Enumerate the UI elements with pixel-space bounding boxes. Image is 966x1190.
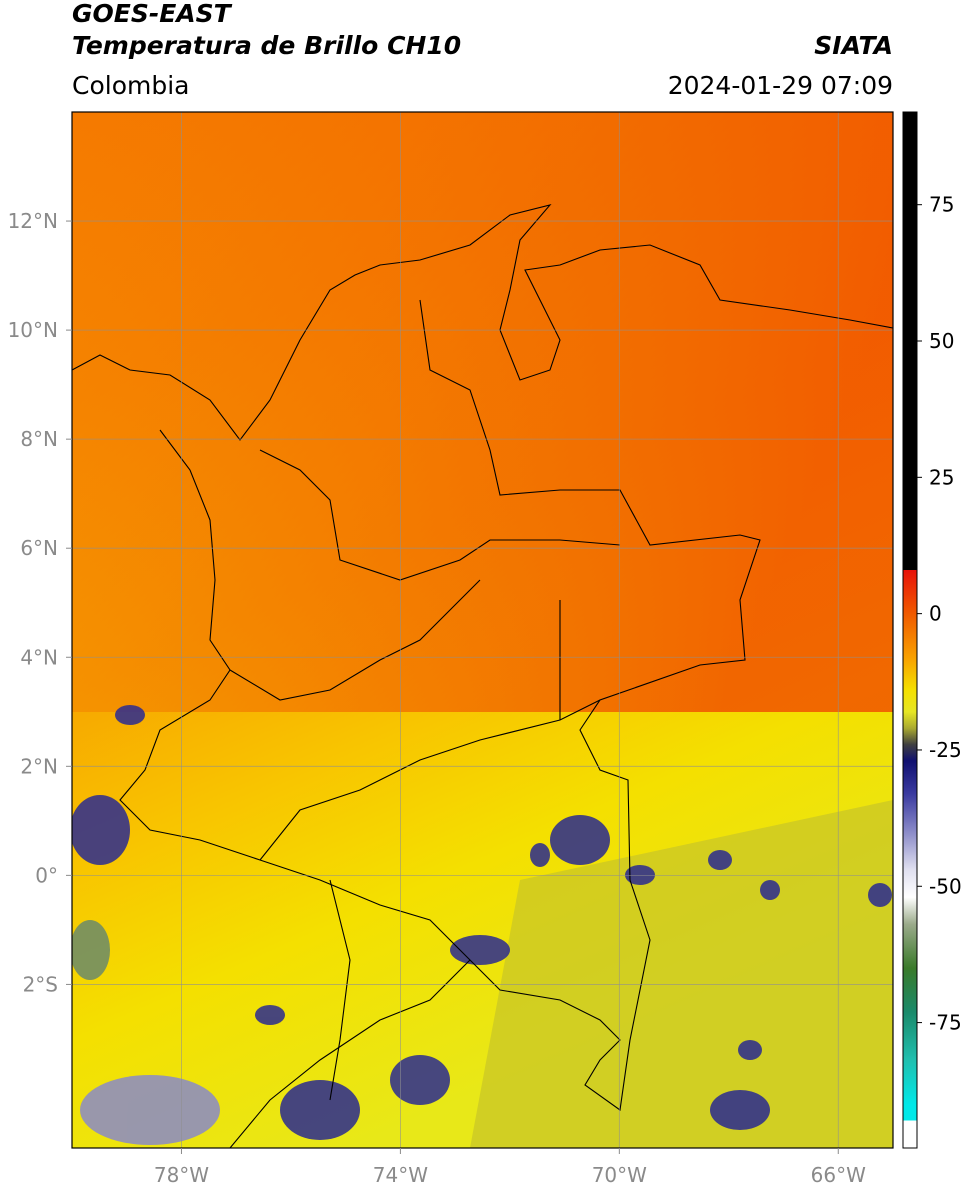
map-frame bbox=[71, 111, 894, 1149]
field-warm bbox=[72, 112, 893, 712]
x-tick-label: 78°W bbox=[154, 1163, 209, 1187]
y-tick-label: 10°N bbox=[8, 318, 58, 342]
colorbar-tick-label: 75 bbox=[929, 193, 954, 217]
colorbar-tick-label: 25 bbox=[929, 465, 954, 489]
y-tick-label: 2°S bbox=[23, 972, 58, 996]
colorbar-tick-label: -25 bbox=[929, 738, 962, 762]
datetime: 2024-01-29 07:09 bbox=[668, 71, 893, 100]
colorbar-tick-label: -75 bbox=[929, 1011, 962, 1035]
cloud-cells bbox=[72, 705, 892, 1145]
region: Colombia bbox=[72, 71, 189, 100]
satellite-field bbox=[72, 112, 893, 1148]
x-tick-label: 74°W bbox=[373, 1163, 428, 1187]
y-tick-label: 0° bbox=[35, 863, 58, 887]
field-cool bbox=[470, 800, 893, 1148]
y-tick-label: 12°N bbox=[8, 209, 58, 233]
x-tick-label: 70°W bbox=[592, 1163, 647, 1187]
grid bbox=[72, 112, 893, 1148]
source: SIATA bbox=[814, 31, 893, 60]
y-tick-label: 6°N bbox=[20, 536, 58, 560]
subtitle: Temperatura de Brillo CH10 bbox=[72, 31, 461, 60]
colorbar bbox=[902, 111, 918, 1149]
colorbar-tick-label: -50 bbox=[929, 874, 962, 898]
colorbar-tick-label: 50 bbox=[929, 329, 954, 353]
title: GOES-EAST bbox=[72, 0, 233, 28]
y-tick-label: 2°N bbox=[20, 754, 58, 778]
x-tick-label: 66°W bbox=[811, 1163, 866, 1187]
y-tick-label: 4°N bbox=[20, 645, 58, 669]
y-tick-label: 8°N bbox=[20, 427, 58, 451]
colorbar-tick-label: 0 bbox=[929, 602, 942, 626]
